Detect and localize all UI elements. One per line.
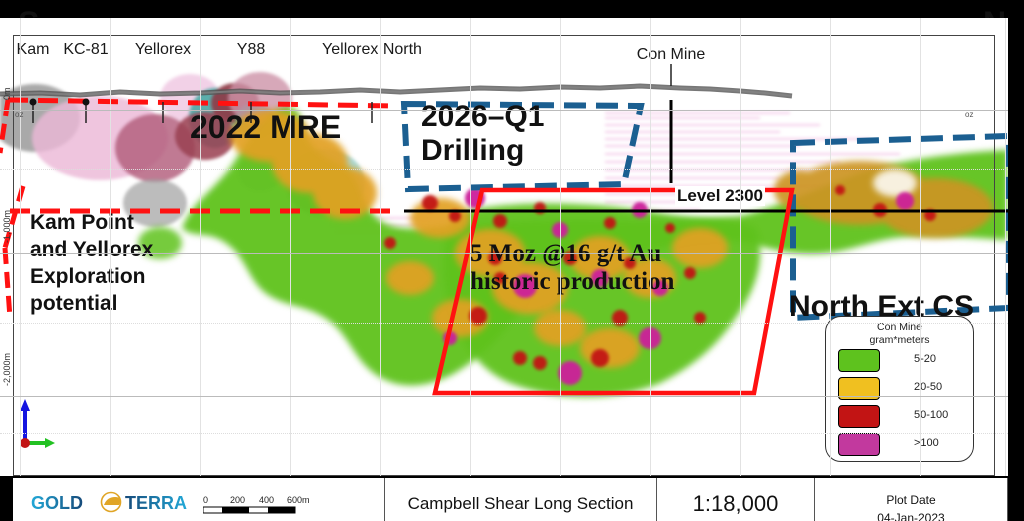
svg-text:400: 400 [259,495,274,505]
svg-text:200: 200 [230,495,245,505]
svg-text:GOLD: GOLD [31,493,83,513]
svg-text:0: 0 [203,495,208,505]
svg-text:TERRA: TERRA [125,493,187,513]
svg-text:600m: 600m [287,495,310,505]
